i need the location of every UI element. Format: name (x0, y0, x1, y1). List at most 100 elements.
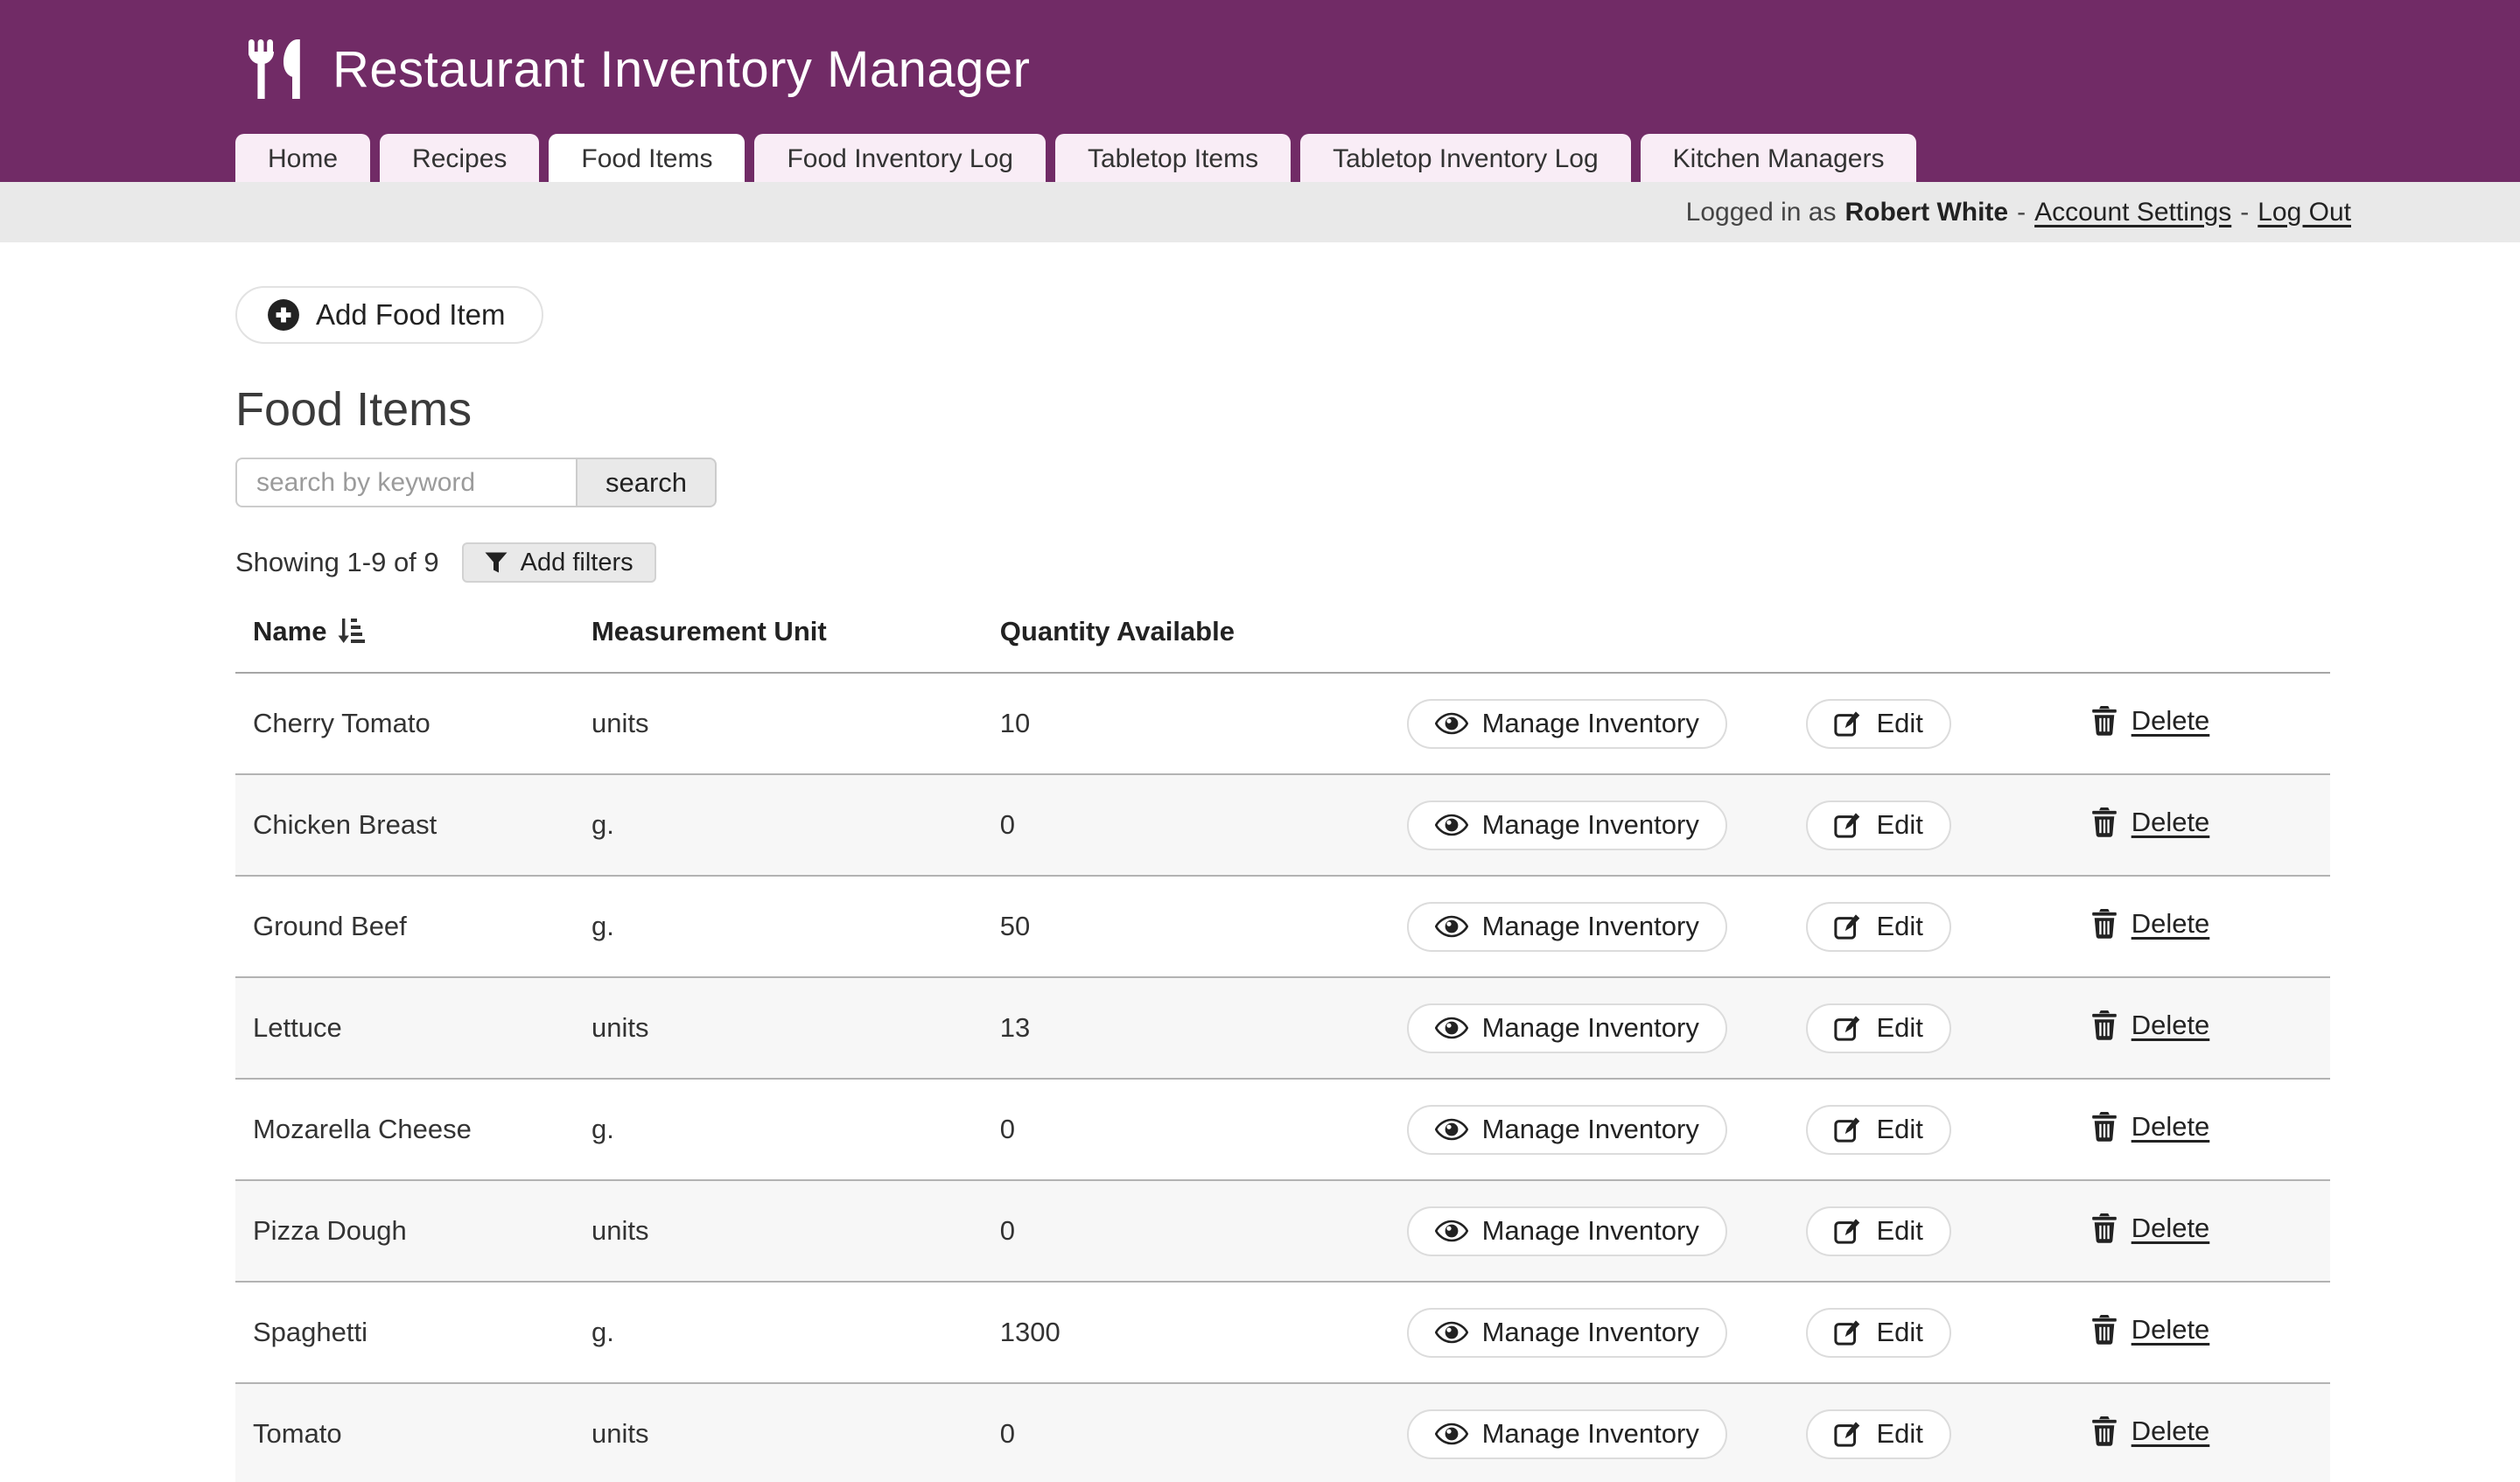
delete-link[interactable]: Delete (2131, 1313, 2210, 1345)
manage-inventory-button[interactable]: Manage Inventory (1406, 1307, 1727, 1358)
table-row: Pizza Dough units 0 Manage Inventory Edi… (235, 1180, 2330, 1282)
edit-button[interactable]: Edit (1806, 1206, 1951, 1256)
add-filters-button[interactable]: Add filters (461, 542, 656, 583)
tab-home[interactable]: Home (235, 134, 371, 182)
pen-square-icon (1834, 1219, 1860, 1244)
search-input[interactable] (235, 458, 577, 507)
table-row: Spaghetti g. 1300 Manage Inventory Edit (235, 1282, 2330, 1383)
manage-inventory-button[interactable]: Manage Inventory (1406, 1206, 1727, 1256)
column-header-measurement-unit: Measurement Unit (591, 609, 1000, 674)
sort-amount-down-icon[interactable] (335, 618, 366, 646)
eye-icon (1434, 712, 1468, 735)
edit-button[interactable]: Edit (1806, 901, 1951, 952)
edit-button[interactable]: Edit (1806, 1409, 1951, 1459)
cell-name: Spaghetti (253, 1317, 368, 1347)
table-row: Chicken Breast g. 0 Manage Inventory Edi… (235, 774, 2330, 876)
cell-name: Ground Beef (253, 911, 407, 941)
cell-quantity: 0 (999, 1215, 1016, 1246)
main-content: Add Food Item Food Items search Showing … (235, 242, 2330, 1482)
trash-icon (2091, 807, 2117, 837)
tab-tabletop-inventory-log[interactable]: Tabletop Inventory Log (1300, 134, 1631, 182)
cell-measurement-unit: units (591, 708, 649, 738)
edit-button[interactable]: Edit (1806, 1104, 1951, 1155)
eye-icon (1434, 1118, 1468, 1141)
results-row: Showing 1-9 of 9 Add filters (235, 542, 2330, 583)
brand: Restaurant Inventory Manager (243, 37, 1030, 101)
results-summary: Showing 1-9 of 9 (235, 547, 439, 577)
delete-link[interactable]: Delete (2131, 1415, 2210, 1446)
trash-icon (2091, 1314, 2117, 1345)
edit-button[interactable]: Edit (1806, 800, 1951, 850)
table-header-row: Name Measureme (235, 609, 2330, 674)
separator: - (2017, 197, 2026, 227)
cell-name: Lettuce (253, 1012, 342, 1043)
cell-measurement-unit: g. (591, 911, 614, 941)
delete-link[interactable]: Delete (2131, 907, 2210, 939)
plus-circle-icon (268, 299, 299, 331)
edit-button[interactable]: Edit (1806, 1307, 1951, 1358)
table-row: Tomato units 0 Manage Inventory Edit (235, 1383, 2330, 1482)
cell-measurement-unit: units (591, 1012, 649, 1043)
pen-square-icon (1834, 711, 1860, 737)
pen-square-icon (1834, 1016, 1860, 1041)
trash-icon (2091, 1213, 2117, 1243)
trash-icon (2091, 1416, 2117, 1446)
pen-square-icon (1834, 813, 1860, 838)
log-out-link[interactable]: Log Out (2258, 197, 2351, 227)
tab-recipes[interactable]: Recipes (380, 134, 540, 182)
cell-measurement-unit: g. (591, 1317, 614, 1347)
cell-quantity: 13 (999, 1012, 1031, 1043)
trash-icon (2091, 1111, 2117, 1142)
tab-tabletop-items[interactable]: Tabletop Items (1055, 134, 1292, 182)
table-row: Lettuce units 13 Manage Inventory Edit (235, 977, 2330, 1079)
pen-square-icon (1834, 1320, 1860, 1346)
tab-kitchen-managers[interactable]: Kitchen Managers (1640, 134, 1917, 182)
cell-quantity: 0 (999, 1418, 1016, 1449)
delete-link[interactable]: Delete (2131, 806, 2210, 837)
manage-inventory-button[interactable]: Manage Inventory (1406, 1003, 1727, 1053)
app-header: Restaurant Inventory Manager Home Recipes… (0, 0, 2520, 182)
eye-icon (1434, 1321, 1468, 1344)
nav-tabs: Home Recipes Food Items Food Inventory Log T… (235, 134, 1917, 182)
app-title: Restaurant Inventory Manager (332, 40, 1031, 98)
manage-inventory-button[interactable]: Manage Inventory (1406, 1104, 1727, 1155)
manage-inventory-button[interactable]: Manage Inventory (1406, 1409, 1727, 1459)
account-settings-link[interactable]: Account Settings (2034, 197, 2232, 227)
tab-food-items[interactable]: Food Items (549, 134, 746, 182)
manage-inventory-button[interactable]: Manage Inventory (1406, 901, 1727, 952)
cell-name: Mozarella Cheese (253, 1114, 472, 1144)
eye-icon (1434, 915, 1468, 938)
cell-measurement-unit: g. (591, 1114, 614, 1144)
edit-button[interactable]: Edit (1806, 698, 1951, 749)
tab-food-inventory-log[interactable]: Food Inventory Log (754, 134, 1046, 182)
column-header-quantity-available: Quantity Available (999, 609, 1388, 674)
cell-quantity: 50 (999, 911, 1031, 941)
delete-link[interactable]: Delete (2131, 1212, 2210, 1243)
food-items-table: Name Measureme (235, 609, 2330, 1482)
delete-link[interactable]: Delete (2131, 1009, 2210, 1040)
table-body: Cherry Tomato units 10 Manage Inventory … (235, 673, 2330, 1482)
filter-icon (485, 552, 508, 573)
status-bar: Logged in as Robert White - Account Sett… (0, 182, 2520, 242)
logged-in-user: Robert White (1844, 197, 2009, 227)
cell-name: Chicken Breast (253, 809, 438, 840)
manage-inventory-button[interactable]: Manage Inventory (1406, 698, 1727, 749)
delete-link[interactable]: Delete (2131, 704, 2210, 736)
separator: - (2240, 197, 2250, 227)
edit-button[interactable]: Edit (1806, 1003, 1951, 1053)
delete-link[interactable]: Delete (2131, 1110, 2210, 1142)
search-bar: search (235, 458, 2330, 507)
cell-measurement-unit: g. (591, 809, 614, 840)
page-title: Food Items (235, 383, 472, 436)
cell-name: Pizza Dough (253, 1215, 407, 1246)
cell-measurement-unit: units (591, 1418, 649, 1449)
cell-quantity: 0 (999, 809, 1016, 840)
add-food-item-button[interactable]: Add Food Item (235, 286, 544, 344)
utensils-icon (248, 39, 300, 99)
column-header-name: Name (235, 609, 592, 674)
search-button[interactable]: search (576, 458, 718, 507)
eye-icon (1434, 1017, 1468, 1039)
manage-inventory-button[interactable]: Manage Inventory (1406, 800, 1727, 850)
table-row: Ground Beef g. 50 Manage Inventory Edit (235, 876, 2330, 977)
cell-name: Cherry Tomato (253, 708, 430, 738)
